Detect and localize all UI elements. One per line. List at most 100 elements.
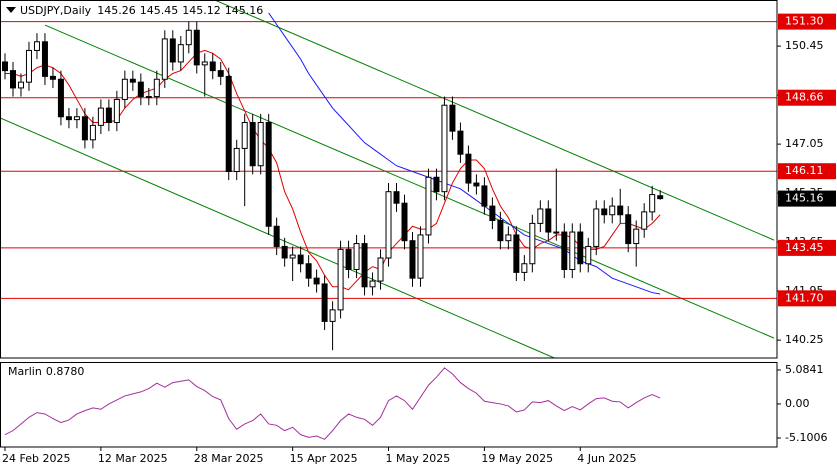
candle-body — [329, 309, 336, 322]
candle-body — [497, 220, 504, 242]
candle-body — [9, 70, 16, 89]
candle-body — [161, 38, 168, 80]
candle-body — [177, 44, 184, 63]
candle-body — [633, 228, 640, 245]
candle-body — [233, 147, 240, 173]
candle-body — [569, 231, 576, 271]
candle-body — [121, 78, 128, 100]
candle-body — [89, 124, 96, 141]
candle-body — [313, 277, 320, 285]
last-low: 145.12 — [182, 4, 221, 17]
indicator-line — [4, 367, 661, 440]
channel-line — [214, 0, 775, 241]
y-tick-label: 150.45 — [785, 39, 824, 52]
candle-body — [593, 208, 600, 247]
candle-body — [465, 153, 472, 184]
candle-body — [297, 254, 304, 265]
candle-body — [401, 202, 408, 242]
level-label: 151.30 — [785, 15, 824, 28]
candle-body — [281, 245, 288, 259]
indicator-tick-label: -5.1006 — [785, 431, 827, 444]
candle-body — [289, 254, 296, 259]
x-tick-label: 19 May 2025 — [481, 452, 553, 465]
candle-body — [81, 116, 88, 141]
candle-body — [649, 194, 656, 213]
last-close: 145.16 — [225, 4, 264, 17]
candle-body — [2, 61, 8, 72]
candle-body — [433, 176, 440, 193]
candle-body — [193, 29, 200, 66]
candle-body — [25, 49, 32, 83]
candle-body — [97, 107, 104, 126]
indicator-label: Marlin 0.8780 — [8, 365, 84, 378]
candle-body — [385, 191, 392, 259]
candle-body — [249, 122, 256, 167]
candle-body — [153, 78, 160, 98]
last-open: 145.26 — [97, 4, 136, 17]
candle-body — [257, 122, 264, 167]
price-frame — [0, 0, 778, 359]
header-text: USDJPY,Daily 145.26 145.45 145.12 145.16 — [20, 4, 263, 17]
candle-body — [305, 263, 312, 279]
candle-body — [425, 176, 432, 236]
candle-body — [185, 29, 192, 46]
level-label-box — [778, 13, 836, 30]
indicator-tick-label: 0.00 — [785, 397, 810, 410]
candle-body — [17, 81, 24, 89]
chart-header: USDJPY,Daily 145.26 145.45 145.12 145.16 Mar… — [6, 4, 263, 378]
candle-body — [345, 248, 352, 271]
x-tick-label: 28 Mar 2025 — [194, 452, 264, 465]
x-tick-label: 12 Mar 2025 — [98, 452, 168, 465]
candle-body — [561, 231, 568, 271]
candle-body — [417, 234, 424, 279]
level-label: 146.11 — [785, 164, 824, 177]
x-tick-label: 1 May 2025 — [386, 452, 451, 465]
level-label-box — [778, 290, 836, 307]
candle-body — [577, 231, 584, 265]
candle-body — [657, 195, 664, 200]
candle-body — [505, 234, 512, 242]
indicator-name: Marlin — [8, 365, 42, 378]
candle-body — [273, 225, 280, 247]
candle-body — [601, 208, 608, 216]
candle-body — [65, 116, 72, 121]
x-tick-label: 24 Feb 2025 — [2, 452, 70, 465]
candle-body — [337, 248, 344, 311]
candle-body — [241, 122, 248, 149]
indicator-plot — [4, 367, 661, 440]
symbol: USDJPY,Daily — [20, 4, 92, 17]
candle-body — [169, 38, 176, 63]
level-label: 143.45 — [785, 241, 824, 254]
candle-body — [265, 122, 272, 227]
candle-body — [353, 243, 360, 271]
candle-body — [217, 70, 224, 77]
candle-body — [49, 75, 56, 80]
x-tick-label: 15 Apr 2025 — [290, 452, 358, 465]
x-tick-label: 4 Jun 2025 — [577, 452, 636, 465]
candle-body — [481, 185, 488, 207]
candle-body — [201, 61, 208, 66]
candle-body — [457, 130, 464, 155]
candle-body — [113, 98, 120, 124]
level-label: 141.70 — [785, 291, 824, 304]
candle-body — [553, 231, 560, 234]
candle-body — [225, 75, 232, 173]
candle-body — [321, 283, 328, 322]
candle-body — [609, 205, 616, 216]
candle-body — [33, 41, 40, 51]
collapse-triangle — [6, 7, 16, 13]
level-label-box — [778, 163, 836, 180]
candle-body — [617, 205, 624, 216]
candle-body — [529, 222, 536, 265]
candle-body — [361, 243, 368, 288]
level-label-box — [778, 89, 836, 106]
y-tick-label: 140.25 — [785, 333, 824, 346]
level-label-box — [778, 239, 836, 256]
candle-body — [41, 41, 48, 77]
candle-body — [73, 116, 80, 121]
moving-average — [268, 12, 661, 295]
candle-body — [369, 280, 376, 288]
candle-body — [521, 263, 528, 273]
